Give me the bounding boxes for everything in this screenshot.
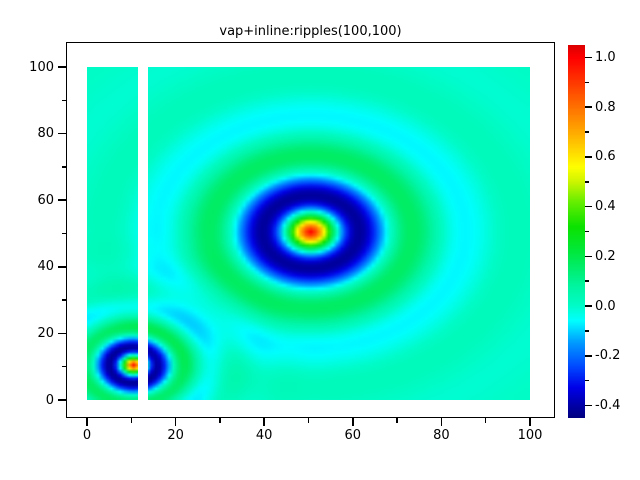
x-minor-tick	[484, 418, 487, 423]
y-tick-label: 40	[37, 259, 54, 275]
colorbar-tick-label: 0.0	[595, 298, 616, 314]
y-minor-tick	[61, 299, 66, 301]
y-tick-label: 80	[37, 126, 54, 142]
colorbar-major-tick	[585, 355, 592, 357]
colorbar-major-tick	[585, 255, 592, 258]
colorbar-tick-label: 0.4	[595, 199, 616, 215]
x-minor-tick	[396, 418, 398, 423]
x-tick-label: 100	[517, 428, 543, 443]
y-major-tick	[58, 66, 66, 68]
y-minor-tick	[61, 166, 66, 168]
colorbar-tick-label: -0.4	[595, 398, 621, 414]
colorbar-minor-tick	[585, 280, 589, 282]
x-tick-label: 80	[433, 428, 450, 443]
colorbar-minor-tick	[585, 181, 589, 183]
x-major-tick	[352, 418, 354, 426]
y-tick-label: 20	[37, 325, 54, 341]
x-major-tick	[440, 418, 443, 426]
colorbar-minor-tick	[585, 131, 589, 133]
y-minor-tick	[61, 365, 66, 368]
colorbar-tick-label: 0.8	[595, 99, 616, 115]
x-tick-label: 60	[344, 428, 362, 443]
colorbar-major-tick	[585, 56, 592, 59]
colorbar-minor-tick	[585, 230, 589, 233]
y-major-tick	[58, 266, 66, 268]
colorbar-tick-label: 0.6	[595, 149, 616, 165]
colorbar-major-tick	[585, 106, 592, 108]
x-major-tick	[174, 418, 177, 426]
colorbar-minor-tick	[585, 81, 589, 84]
x-major-tick	[86, 418, 88, 426]
colorbar-minor-tick	[585, 379, 589, 382]
heatmap-canvas	[87, 67, 530, 400]
colorbar-major-tick	[585, 305, 592, 307]
missing-data-stripe	[138, 67, 148, 400]
colorbar-tick-label: -0.2	[595, 348, 621, 364]
x-tick-label: 40	[255, 428, 273, 443]
colorbar-major-tick	[585, 404, 592, 407]
y-major-tick	[58, 399, 66, 401]
x-tick-label: 0	[82, 428, 92, 443]
colorbar-minor-tick	[585, 330, 589, 332]
colorbar-major-tick	[585, 205, 592, 208]
y-minor-tick	[61, 232, 66, 235]
x-minor-tick	[219, 418, 221, 423]
y-major-tick	[58, 199, 66, 201]
y-tick-label: 60	[37, 192, 54, 208]
y-tick-label: 100	[29, 59, 54, 75]
colorbar-major-tick	[585, 156, 592, 158]
x-major-tick	[263, 418, 265, 426]
colorbar-tick-label: 0.2	[595, 248, 616, 264]
x-major-tick	[529, 418, 531, 426]
y-minor-tick	[61, 99, 66, 102]
x-minor-tick	[130, 418, 133, 423]
colorbar-tick-label: 1.0	[595, 49, 616, 65]
y-major-tick	[58, 332, 66, 335]
y-major-tick	[58, 132, 66, 135]
x-minor-tick	[307, 418, 310, 423]
colorbar-gradient	[568, 45, 585, 418]
y-tick-label: 0	[45, 392, 54, 408]
x-tick-label: 20	[167, 428, 184, 443]
chart-title: vap+inline:ripples(100,100)	[219, 24, 402, 39]
